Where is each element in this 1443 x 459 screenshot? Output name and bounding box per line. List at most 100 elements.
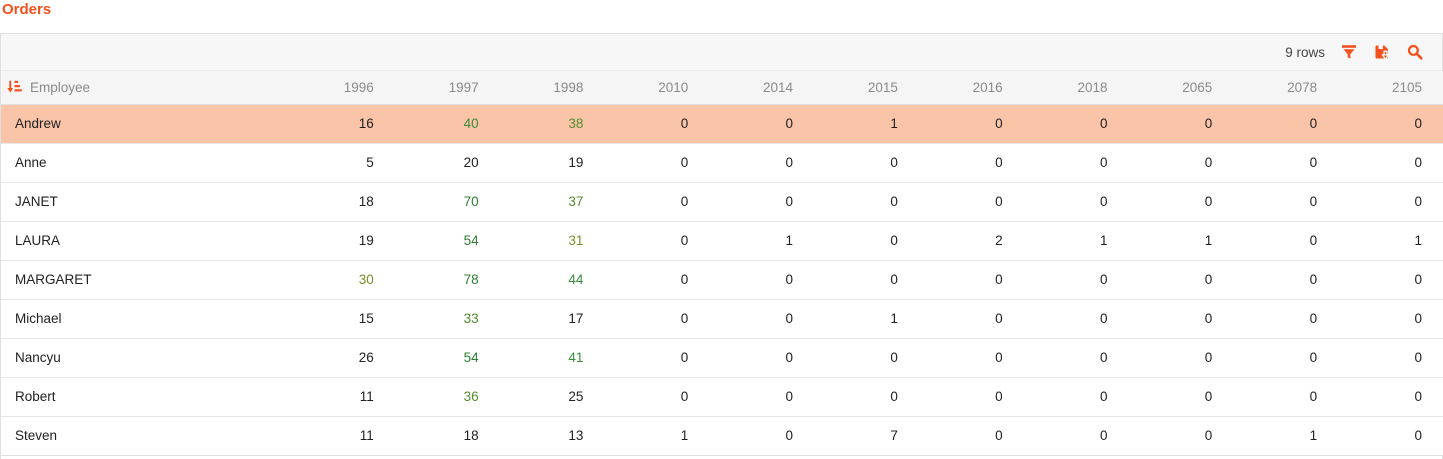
column-header-2018[interactable]: 2018 (1024, 71, 1130, 105)
value-cell: 18 (291, 181, 396, 221)
search-icon (1407, 44, 1423, 60)
column-header-1997[interactable]: 1997 (395, 71, 501, 105)
value-cell: 0 (919, 376, 1025, 416)
orders-table: Employee 1996 1997 1998 2010 2014 2015 2… (1, 71, 1443, 455)
employee-cell: Michael (1, 298, 291, 338)
value-cell: 0 (995, 116, 1003, 131)
table-row[interactable]: Michael 15 33 17 0 0 1 0 0 0 0 0 (1, 298, 1443, 338)
value-cell: 0 (785, 116, 794, 131)
value-cell: 13 (500, 415, 606, 455)
column-header-2016[interactable]: 2016 (919, 71, 1025, 105)
value-cell: 0 (1129, 181, 1235, 221)
value-cell: 5 (291, 142, 396, 182)
value-cell: 0 (815, 181, 920, 221)
value-cell: 41 (500, 337, 606, 377)
column-header-2014[interactable]: 2014 (710, 71, 816, 105)
value-cell: 0 (919, 142, 1025, 182)
value-cell: 0 (1024, 298, 1130, 338)
value-cell: 0 (919, 415, 1025, 455)
sort-ascending-icon (7, 80, 22, 94)
value-cell: 33 (395, 298, 501, 338)
value-cell: 0 (815, 337, 920, 377)
filter-icon (1341, 44, 1357, 60)
column-header-2078[interactable]: 2078 (1234, 71, 1340, 105)
value-cell: 1 (1234, 415, 1340, 455)
column-header-employee[interactable]: Employee (1, 71, 291, 105)
value-cell: 11 (291, 376, 396, 416)
column-header-2010[interactable]: 2010 (605, 71, 711, 105)
value-cell: 18 (395, 415, 501, 455)
value-cell: 19 (291, 220, 396, 260)
value-cell: 0 (1129, 259, 1235, 299)
value-cell: 38 (568, 116, 584, 131)
value-cell: 44 (500, 259, 606, 299)
value-cell: 0 (605, 220, 711, 260)
value-cell: 0 (1024, 376, 1130, 416)
column-header-1998[interactable]: 1998 (500, 71, 606, 105)
table-row[interactable]: Andrew 16 40 38 0 0 1 0 0 0 0 0 (1, 104, 1443, 143)
value-cell: 19 (500, 142, 606, 182)
value-cell: 2 (919, 220, 1025, 260)
value-cell: 0 (605, 181, 711, 221)
value-cell: 0 (815, 376, 920, 416)
column-header-2065[interactable]: 2065 (1129, 71, 1235, 105)
column-header-1996[interactable]: 1996 (291, 71, 396, 105)
value-cell: 1 (1339, 220, 1443, 260)
value-cell: 1 (890, 116, 898, 131)
search-button[interactable] (1406, 43, 1424, 61)
save-download-button[interactable] (1373, 43, 1391, 61)
value-cell: 0 (1129, 298, 1235, 338)
value-cell: 0 (1024, 142, 1130, 182)
value-cell: 0 (1309, 116, 1318, 131)
value-cell: 0 (919, 181, 1025, 221)
value-cell: 0 (710, 337, 816, 377)
value-cell: 0 (1234, 337, 1340, 377)
value-cell: 0 (1129, 415, 1235, 455)
value-cell: 11 (291, 415, 396, 455)
table-row[interactable]: Anne 5 20 19 0 0 0 0 0 0 0 0 (1, 142, 1443, 182)
employee-cell: JANET (1, 181, 291, 221)
value-cell: 0 (919, 259, 1025, 299)
employee-cell: MARGARET (1, 259, 291, 299)
value-cell: 0 (605, 298, 711, 338)
table-header-row: Employee 1996 1997 1998 2010 2014 2015 2… (1, 71, 1443, 105)
employee-cell: Anne (1, 142, 291, 182)
value-cell: 0 (605, 259, 711, 299)
table-row[interactable]: LAURA 19 54 31 0 1 0 2 1 1 0 1 (1, 220, 1443, 260)
column-header-2105[interactable]: 2105 (1339, 71, 1443, 105)
employee-cell: LAURA (1, 220, 291, 260)
partial-next-row (1, 455, 1442, 459)
save-download-icon (1374, 44, 1391, 61)
value-cell: 0 (1234, 220, 1340, 260)
value-cell: 1 (815, 298, 920, 338)
table-row[interactable]: JANET 18 70 37 0 0 0 0 0 0 0 0 (1, 181, 1443, 221)
orders-table-card: 9 rows (0, 33, 1443, 459)
table-row[interactable]: Steven 11 18 13 1 0 7 0 0 0 1 0 (1, 415, 1443, 455)
table-row[interactable]: MARGARET 30 78 44 0 0 0 0 0 0 0 0 (1, 259, 1443, 299)
value-cell: 0 (815, 259, 920, 299)
value-cell: 15 (291, 298, 396, 338)
value-cell: 0 (1339, 337, 1443, 377)
value-cell: 0 (710, 259, 816, 299)
value-cell: 0 (1339, 415, 1443, 455)
value-cell: 0 (815, 142, 920, 182)
value-cell: 0 (1129, 142, 1235, 182)
value-cell: 17 (500, 298, 606, 338)
value-cell: 36 (395, 376, 501, 416)
value-cell: 0 (1099, 116, 1108, 131)
table-row[interactable]: Nancyu 26 54 41 0 0 0 0 0 0 0 0 (1, 337, 1443, 377)
filter-button[interactable] (1340, 43, 1358, 61)
value-cell: 0 (605, 337, 711, 377)
page-title: Orders (2, 1, 52, 18)
employee-cell: Andrew (15, 116, 61, 131)
column-header-2015[interactable]: 2015 (815, 71, 920, 105)
value-cell: 37 (500, 181, 606, 221)
value-cell: 0 (605, 142, 711, 182)
table-row[interactable]: Robert 11 36 25 0 0 0 0 0 0 0 0 (1, 376, 1443, 416)
value-cell: 0 (1204, 116, 1213, 131)
value-cell: 0 (1129, 337, 1235, 377)
value-cell: 0 (605, 376, 711, 416)
employee-cell: Nancyu (1, 337, 291, 377)
value-cell: 31 (500, 220, 606, 260)
value-cell: 0 (1024, 181, 1130, 221)
